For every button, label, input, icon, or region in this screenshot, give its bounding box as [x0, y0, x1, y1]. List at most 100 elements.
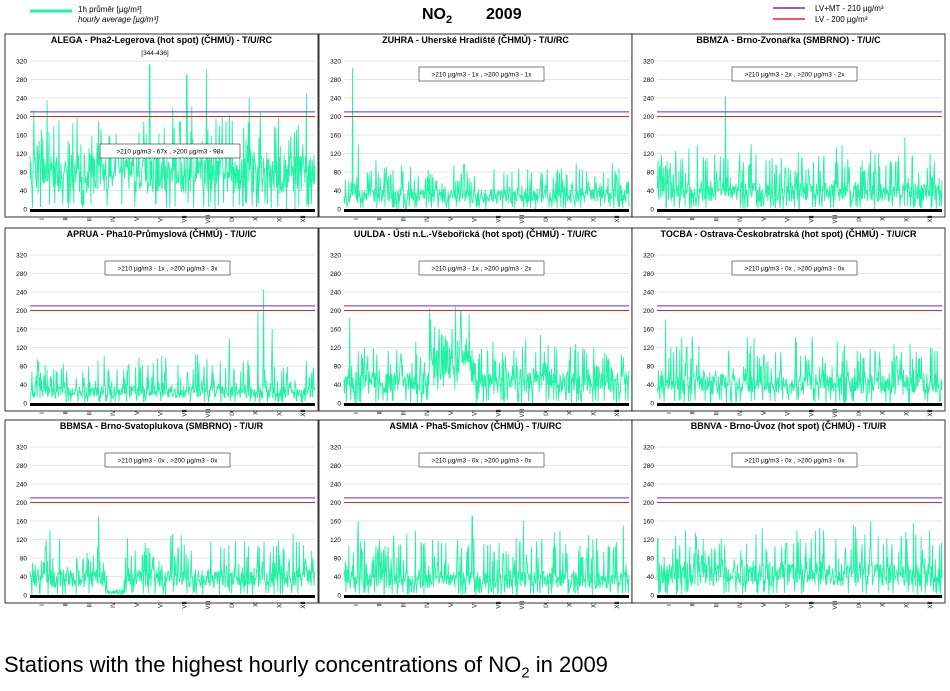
x-axis — [30, 595, 315, 598]
chart-title-year: 2009 — [486, 6, 522, 23]
x-tick-label: IV — [111, 216, 117, 222]
y-tick-label: 0 — [23, 207, 27, 214]
x-tick-label: VIII — [833, 214, 839, 223]
x-tick-label: XII — [301, 601, 307, 609]
x-tick-label: III — [714, 216, 720, 221]
x-tick-label: V — [449, 603, 455, 607]
y-tick-label: 120 — [16, 537, 27, 544]
panel-title: BBMZA - Brno-Zvonařka (SMBRNO) - T/U/C — [696, 35, 881, 45]
x-tick-label: V — [135, 603, 141, 607]
x-tick-label: VIII — [206, 408, 212, 417]
x-axis — [344, 595, 629, 598]
y-tick-label: 40 — [20, 574, 28, 581]
x-axis — [657, 403, 942, 406]
x-tick-label: III — [401, 602, 407, 607]
x-tick-label: III — [401, 216, 407, 221]
y-tick-label: 240 — [330, 290, 341, 297]
x-tick-label: VI — [159, 602, 165, 608]
annotation-box — [99, 143, 241, 159]
panel-4: APRUA - Pha10-Průmyslová (ČHMÚ) - T/U/IC… — [4, 227, 319, 418]
series-hourly-line — [29, 516, 316, 596]
y-tick-label: 80 — [20, 556, 28, 563]
x-tick-label: V — [449, 217, 455, 221]
peak-note: [344-436] — [141, 50, 169, 57]
x-tick-label: II — [64, 217, 70, 221]
y-tick-label: 200 — [330, 114, 341, 121]
x-tick-label: VIII — [833, 600, 839, 609]
x-axis — [30, 209, 315, 212]
y-tick-label: 80 — [647, 556, 655, 563]
annotation-text: >210 µg/m3 - 2x , >200 µg/m3 - 2x — [745, 72, 846, 79]
y-tick-label: 120 — [643, 345, 654, 352]
x-tick-label: X — [254, 603, 260, 607]
x-tick-label: IV — [111, 602, 117, 608]
x-tick-label: IX — [230, 602, 236, 608]
panel-title: BBNVA - Brno-Úvoz (hot spot) (ČHMÚ) - T/… — [691, 420, 887, 431]
x-tick-label: VII — [809, 409, 815, 417]
x-tick-label: II — [691, 411, 697, 415]
panel-title: APRUA - Pha10-Průmyslová (ČHMÚ) - T/U/IC — [67, 228, 257, 239]
x-tick-label: V — [449, 411, 455, 415]
panel-7: BBMSA - Brno-Svatoplukova (SMBRNO) - T/U… — [4, 419, 319, 610]
y-tick-label: 0 — [337, 207, 341, 214]
panel-5: UULDA - Ústí n.L.-Všebořická (hot spot) … — [318, 227, 633, 418]
y-tick-label: 200 — [643, 308, 654, 315]
x-tick-label: VI — [473, 410, 479, 416]
y-tick-label: 80 — [647, 364, 655, 371]
series-hourly-line — [343, 305, 630, 403]
caption-text: Stations with the highest hourly concent… — [4, 652, 522, 677]
x-tick-label: III — [714, 410, 720, 415]
y-tick-label: 160 — [330, 519, 341, 526]
x-tick-label: III — [401, 410, 407, 415]
y-tick-label: 200 — [16, 500, 27, 507]
x-tick-label: III — [87, 602, 93, 607]
y-tick-label: 280 — [330, 77, 341, 84]
figure-caption: Stations with the highest hourly concent… — [4, 652, 608, 681]
x-tick-label: VII — [496, 601, 502, 609]
y-tick-label: 40 — [334, 574, 342, 581]
x-tick-label: II — [378, 411, 384, 415]
x-tick-label: V — [135, 217, 141, 221]
y-tick-label: 160 — [643, 327, 654, 334]
panel-6: TOCBA - Ostrava-Českobratrská (hot spot)… — [631, 227, 946, 418]
x-tick-label: VII — [182, 409, 188, 417]
annotation-text: >210 µg/m3 - 67x , >200 µg/m3 - 98x — [116, 149, 224, 156]
chart-title-subscript: 2 — [446, 14, 452, 26]
x-tick-label: XII — [301, 409, 307, 417]
x-tick-label: VII — [809, 601, 815, 609]
x-tick-label: VI — [786, 410, 792, 416]
x-tick-label: X — [881, 217, 887, 221]
x-tick-label: I — [40, 604, 46, 606]
annotation-text: >210 µg/m3 - 0x , >200 µg/m3 - 0x — [745, 266, 846, 273]
x-axis — [30, 403, 315, 406]
x-tick-label: XI — [277, 410, 283, 416]
legend-hourly-label-en: hourly average [µg/m³] — [78, 15, 159, 24]
x-tick-label: VIII — [833, 408, 839, 417]
y-tick-label: 80 — [20, 170, 28, 177]
panel-title: ALEGA - Pha2-Legerova (hot spot) (ČHMÚ) … — [51, 34, 273, 45]
y-tick-label: 80 — [334, 556, 342, 563]
x-tick-label: VII — [182, 601, 188, 609]
y-tick-label: 200 — [16, 308, 27, 315]
x-tick-label: VIII — [206, 214, 212, 223]
y-tick-label: 80 — [647, 170, 655, 177]
x-tick-label: X — [254, 217, 260, 221]
y-tick-label: 0 — [337, 401, 341, 408]
x-tick-label: XI — [904, 602, 910, 608]
x-tick-label: X — [568, 603, 574, 607]
x-tick-label: XII — [928, 601, 934, 609]
y-tick-label: 280 — [330, 463, 341, 470]
x-tick-label: VII — [809, 215, 815, 223]
y-tick-label: 0 — [650, 401, 654, 408]
series-hourly-line — [29, 289, 316, 403]
x-tick-label: I — [354, 604, 360, 606]
annotation-box — [731, 260, 858, 276]
x-tick-label: I — [354, 412, 360, 414]
y-tick-label: 120 — [643, 537, 654, 544]
series-hourly-line — [656, 520, 943, 595]
annotation-box — [104, 452, 231, 468]
y-tick-label: 120 — [16, 345, 27, 352]
y-tick-label: 160 — [330, 327, 341, 334]
x-tick-label: VI — [159, 410, 165, 416]
x-tick-label: XI — [277, 602, 283, 608]
